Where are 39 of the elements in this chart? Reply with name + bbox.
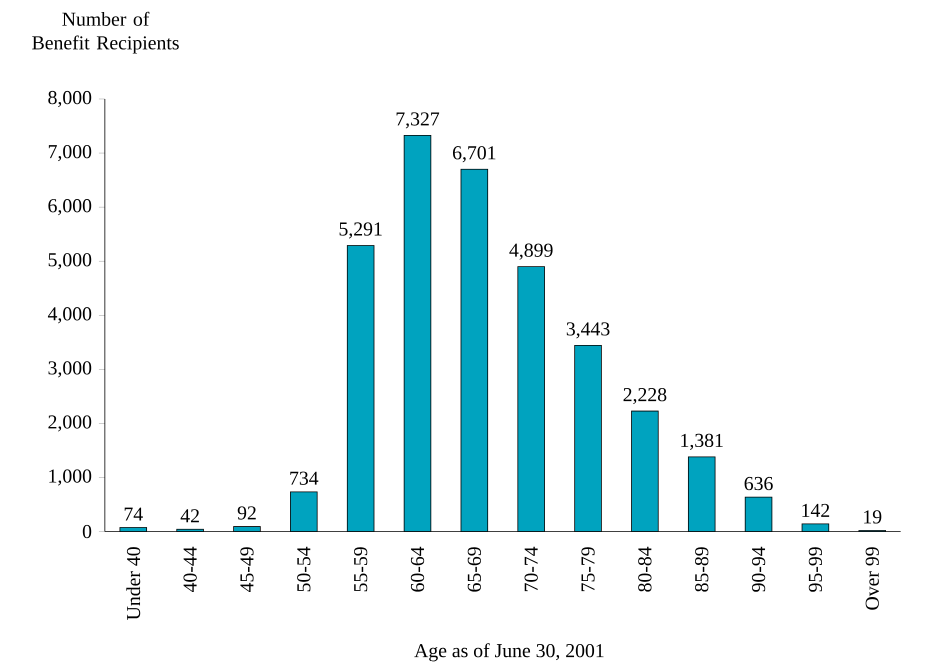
y-tick-label: 5,000 xyxy=(48,253,92,270)
data-label: 2,228 xyxy=(624,388,666,404)
x-tick-label: 70-74 xyxy=(524,546,538,592)
x-tick-label: 90-94 xyxy=(752,546,766,592)
data-label: 636 xyxy=(744,476,773,490)
x-tick-label: Under 40 xyxy=(126,547,140,620)
data-label: 92 xyxy=(238,506,256,520)
data-label: 4,899 xyxy=(509,243,553,260)
data-label: 142 xyxy=(802,504,830,517)
x-axis-title: Age as of June 30, 2001 xyxy=(414,643,604,662)
y-tick-label: 3,000 xyxy=(48,361,92,378)
y-tick-label: 6,000 xyxy=(48,198,92,216)
x-tick-label: Over 99 xyxy=(866,547,879,610)
y-tick-label: 2,000 xyxy=(48,415,92,432)
y-axis-title: Number of Benefit Recipients xyxy=(32,12,179,54)
x-tick-label: 55-59 xyxy=(354,547,368,592)
x-tick-label: 65-69 xyxy=(468,547,481,592)
data-label: 3,443 xyxy=(566,322,610,338)
y-tick-label: 4,000 xyxy=(48,307,92,324)
data-label: 42 xyxy=(180,509,199,522)
y-tick-label: 7,000 xyxy=(48,144,92,162)
x-tick-label: 80-84 xyxy=(638,546,652,592)
x-tick-label: 95-99 xyxy=(808,547,822,592)
y-tick-label: 0 xyxy=(82,524,92,538)
data-label: 74 xyxy=(124,508,143,520)
x-tick-label: 50-54 xyxy=(297,546,310,592)
y-tick-label: 8,000 xyxy=(48,90,92,107)
data-label: 7,327 xyxy=(396,112,440,128)
data-label: 734 xyxy=(290,472,318,485)
x-tick-label: 45-49 xyxy=(240,547,254,592)
data-label: 6,701 xyxy=(452,146,496,162)
x-tick-label: 40-44 xyxy=(183,546,197,592)
y-tick-label: 1,000 xyxy=(49,469,92,486)
x-tick-label: 60-64 xyxy=(410,546,424,592)
data-label: 1,381 xyxy=(681,434,723,450)
data-label: 19 xyxy=(864,510,882,524)
x-tick-label: 75-79 xyxy=(581,547,595,592)
data-label: 5,291 xyxy=(340,222,382,238)
x-tick-label: 85-89 xyxy=(695,547,708,592)
